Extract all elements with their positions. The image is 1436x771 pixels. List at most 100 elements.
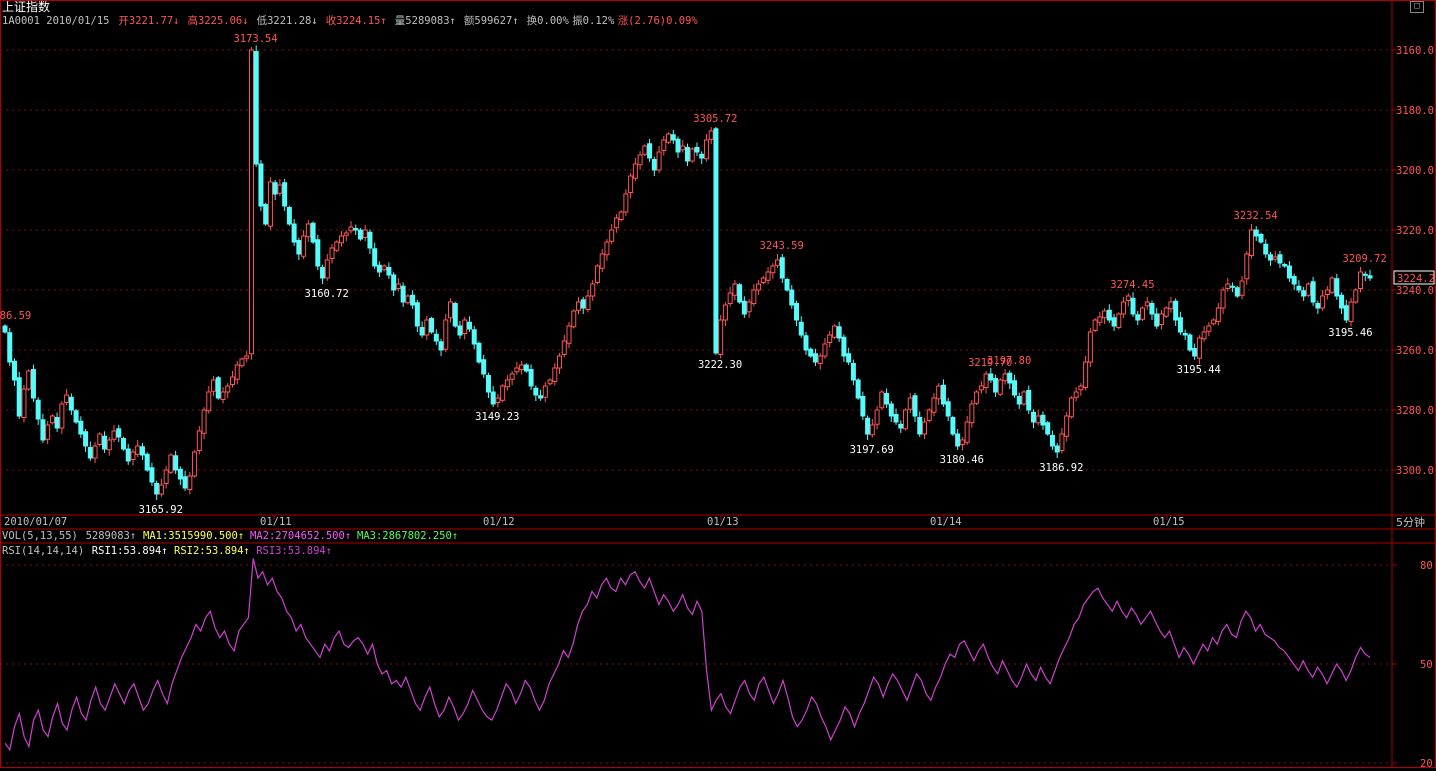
header-amount: 额599627↑: [464, 14, 519, 27]
candle-body: [504, 379, 510, 388]
candle-body: [244, 355, 250, 359]
candle-body: [1125, 295, 1131, 301]
candle-body: [741, 300, 747, 315]
price-tick-label: 3180.0: [1396, 105, 1434, 117]
candle-body: [997, 379, 1003, 395]
candle-body: [339, 235, 345, 244]
candle-body: [964, 421, 970, 443]
candle-body: [1230, 285, 1236, 288]
candle-body: [647, 143, 653, 159]
candle-body: [912, 395, 918, 417]
candle-body: [950, 417, 956, 435]
candle-body: [1177, 317, 1183, 333]
candle-body: [637, 154, 643, 166]
candle-body: [571, 310, 577, 328]
candle-body: [192, 451, 198, 477]
candle-body: [206, 391, 212, 412]
candle-body: [533, 387, 539, 396]
candle-body: [884, 393, 890, 405]
candle-body: [699, 153, 705, 159]
candle-body: [651, 159, 657, 171]
candle-body: [703, 139, 709, 160]
candle-body: [386, 267, 392, 276]
candle-body: [779, 257, 785, 279]
header-change: 涨(2.76)0.09%: [618, 15, 699, 27]
candle-body: [182, 476, 188, 489]
candle-body: [372, 248, 378, 267]
candle-body: [865, 417, 871, 435]
candle-body: [1305, 283, 1311, 296]
candle-body: [1367, 275, 1373, 279]
candle-body: [97, 433, 103, 445]
candle-body: [817, 355, 823, 364]
vol-ma2: MA2:2704652.500↑: [250, 530, 351, 542]
candle-body: [443, 319, 449, 350]
header-close: 收3224.15↑: [326, 14, 387, 27]
candle-body: [803, 335, 809, 351]
candle-body: [1092, 319, 1098, 331]
candle-body: [907, 397, 913, 410]
candle-body: [1035, 415, 1041, 424]
maximize-icon[interactable]: □: [1410, 1, 1424, 13]
candle-body: [670, 134, 676, 141]
candle-body: [11, 360, 17, 381]
candle-body: [1296, 285, 1302, 291]
candle-body: [538, 395, 544, 399]
candle-body: [575, 301, 581, 311]
candle-body: [452, 303, 458, 327]
low-price-label: 3186.92: [1039, 462, 1083, 474]
candle-body: [1310, 281, 1316, 303]
candle-body: [400, 285, 406, 303]
candle-body: [40, 419, 46, 441]
price-tick-label: 3160.0: [1396, 45, 1434, 57]
candle-body: [969, 403, 975, 424]
candle-body: [381, 265, 387, 271]
candle-body: [282, 182, 288, 207]
candle-body: [1059, 433, 1065, 451]
candle-body: [1083, 361, 1089, 388]
candle-body: [343, 232, 349, 236]
candle-body: [509, 373, 515, 380]
candle-body: [1064, 415, 1070, 437]
candle-body: [542, 385, 548, 398]
candle-body: [301, 235, 307, 257]
high-price-label: 3305.72: [693, 113, 737, 125]
date-axis-label: 01/14: [930, 516, 962, 528]
candle-body: [926, 409, 932, 421]
candle-body: [931, 397, 937, 413]
high-price-label: 3219.70: [968, 357, 1012, 369]
candle-body: [196, 430, 202, 451]
candle-body: [329, 247, 335, 259]
candle-body: [604, 241, 610, 256]
rsi-tick-label: 80: [1420, 560, 1433, 572]
candle-body: [291, 223, 297, 243]
candle-body: [168, 454, 174, 473]
candle-body: [1049, 435, 1055, 447]
candle-body: [519, 364, 525, 370]
current-price-tag: [1393, 270, 1435, 285]
price-tick-label: 3200.0: [1396, 165, 1434, 177]
candle-body: [495, 397, 501, 403]
candle-body: [756, 283, 762, 291]
candle-body: [154, 483, 160, 495]
candle-body: [1106, 309, 1112, 321]
candle-body: [83, 431, 89, 447]
candle-body: [765, 271, 771, 281]
candle-body: [500, 385, 506, 401]
header-volume: 量5289083↑: [395, 15, 456, 27]
candle-body: [234, 364, 240, 380]
candle-body: [1267, 254, 1273, 261]
candle-body: [566, 325, 572, 344]
candle-body: [689, 148, 695, 162]
low-price-label: 3160.72: [305, 288, 349, 300]
candle-body: [694, 147, 700, 153]
candle-body: [718, 319, 724, 355]
header-high: 高3225.06↓: [188, 14, 249, 27]
candle-body: [1054, 445, 1060, 453]
candle-body: [106, 439, 112, 451]
candle-body: [144, 453, 150, 471]
candle-body: [348, 226, 354, 232]
candle-body: [874, 409, 880, 425]
candle-body: [111, 430, 117, 440]
